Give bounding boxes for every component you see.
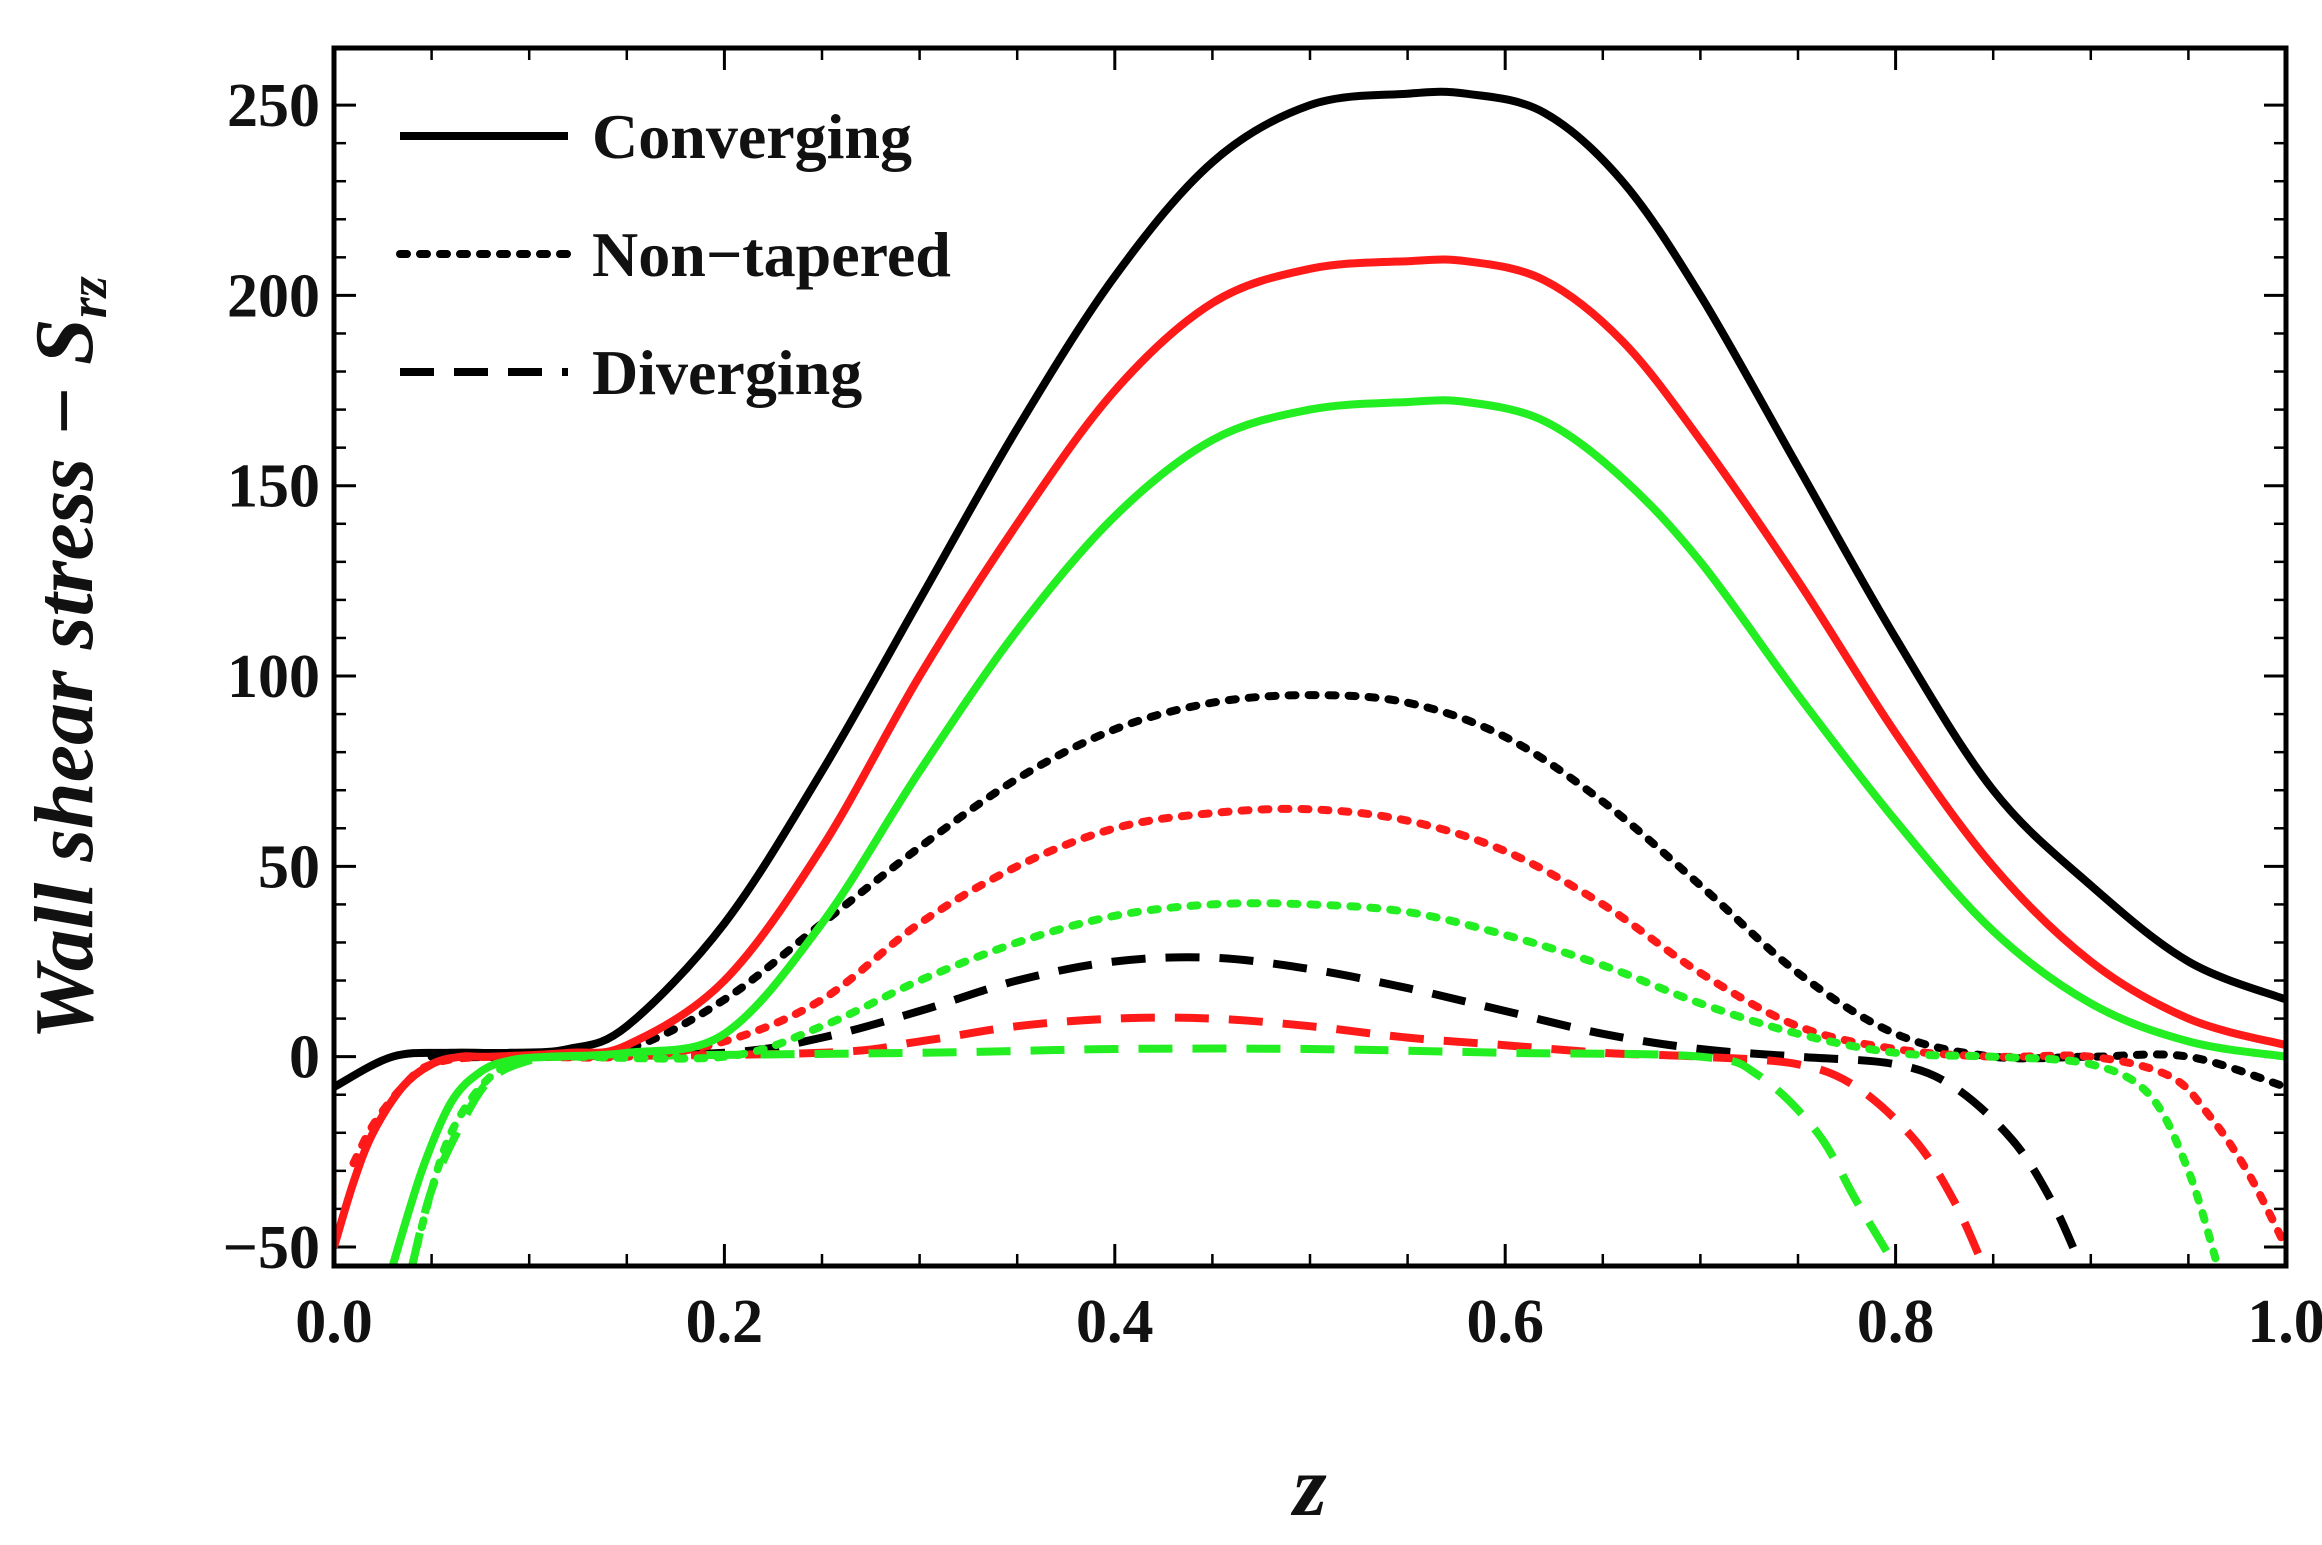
legend-label: Non−tapered — [592, 219, 951, 290]
y-tick-labels: −50 0 50 100 150 200 250 — [223, 72, 320, 1282]
y-axis-label-text: Wall shear stress − — [18, 365, 111, 1040]
y-tick-label: 100 — [227, 643, 320, 711]
series-line-solid-green — [388, 396, 2286, 1266]
x-tick-label: 0.0 — [295, 1288, 373, 1356]
y-tick-label: 150 — [227, 453, 320, 521]
series-line-dashed-green — [408, 1044, 1900, 1266]
series-line-solid-black — [334, 87, 2286, 1091]
x-tick-label: 0.8 — [1857, 1288, 1935, 1356]
series-line-dotted-green — [408, 899, 2222, 1266]
y-axis-label-symbol: S — [18, 318, 111, 365]
x-tick-label: 0.2 — [686, 1288, 764, 1356]
series-line-solid-red — [334, 255, 2286, 1249]
series-line-dashed-black — [529, 953, 2085, 1266]
legend: Converging Non−tapered Diverging — [396, 101, 951, 408]
y-tick-label: 250 — [227, 72, 320, 140]
x-axis-label: z — [1290, 1438, 1327, 1534]
legend-label: Converging — [592, 101, 912, 172]
y-axis-label: Wall shear stress − Srz — [18, 276, 118, 1040]
x-tick-label: 1.0 — [2247, 1288, 2322, 1356]
x-tick-label: 0.6 — [1466, 1288, 1544, 1356]
legend-label: Diverging — [592, 337, 862, 408]
series-lines — [334, 87, 2286, 1266]
x-tick-labels: 0.0 0.2 0.4 0.6 0.8 1.0 — [295, 1288, 2322, 1356]
series-line-dashed-red — [529, 1013, 1988, 1266]
y-tick-label: 200 — [227, 262, 320, 330]
y-tick-label: −50 — [223, 1214, 320, 1282]
y-tick-label: 50 — [258, 833, 320, 901]
y-axis-label-subscript: rz — [58, 276, 118, 318]
plot-frame — [331, 45, 2289, 1269]
x-tick-label: 0.4 — [1076, 1288, 1154, 1356]
y-tick-label: 0 — [289, 1024, 320, 1092]
